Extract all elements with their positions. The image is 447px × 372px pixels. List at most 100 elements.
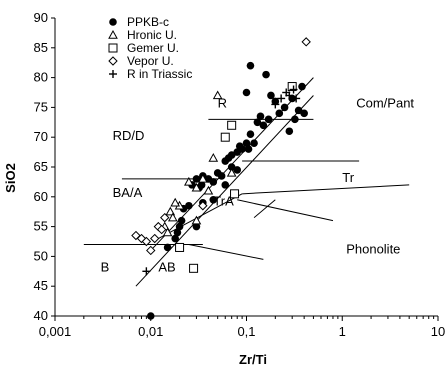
point-ppkb-c (253, 118, 262, 127)
x-tick-label: 0,1 (237, 324, 255, 339)
legend-marker-vepor-u (108, 56, 118, 66)
point-ppkb-c (246, 61, 255, 70)
y-tick-label: 50 (34, 248, 48, 263)
point-gemer-u (175, 242, 185, 252)
point-vepor-u (156, 224, 167, 235)
point-hronic-u (212, 90, 223, 100)
point-hronic-u (191, 215, 202, 225)
plot-axes: 40 45 50 55 60 65 70 75 80 85 90 0,001 0,01 0,1 1 10 (34, 10, 446, 339)
point-ppkb-c (177, 216, 186, 225)
point-ppkb-c (221, 181, 230, 189)
y-tick-label: 75 (34, 99, 48, 114)
legend-marker-hronic-u (108, 29, 118, 39)
field-boundary-line (158, 193, 243, 239)
legend-label: PPKB-c (127, 15, 169, 29)
region-label: RD/D (113, 128, 145, 143)
legend-marker-r-in-triassic (109, 70, 117, 78)
data-points (131, 37, 311, 320)
region-label: Tr (342, 170, 354, 185)
region-labels: R Com/Pant RD/D Tr BA/A TrA Phonolite B AB (101, 95, 415, 274)
point-ppkb-c (280, 103, 289, 112)
point-hronic-u (208, 153, 219, 162)
legend-label: Hronic U. (127, 28, 177, 42)
point-ppkb-c (171, 234, 179, 243)
y-tick-label: 55 (34, 219, 48, 234)
point-vepor-u (198, 201, 208, 211)
point-ppkb-c (244, 145, 253, 153)
field-boundary-line (253, 199, 276, 219)
point-ppkb-c (242, 88, 251, 97)
point-ppkb-c (185, 201, 193, 210)
point-ppkb-c (259, 121, 268, 130)
point-r-in-triassic (142, 267, 151, 276)
y-tick-label: 80 (34, 70, 48, 85)
point-r-in-triassic (292, 94, 301, 103)
point-r-in-triassic (271, 100, 280, 109)
region-label: B (101, 259, 110, 274)
point-r-in-triassic (285, 91, 294, 100)
point-hronic-u (167, 212, 178, 222)
y-tick-label: 60 (34, 189, 48, 204)
point-ppkb-c (227, 151, 236, 159)
point-ppkb-c (256, 112, 265, 121)
point-vepor-u (141, 236, 152, 247)
point-gemer-u (220, 132, 230, 142)
point-ppkb-c (291, 115, 299, 124)
point-ppkb-c (250, 139, 258, 147)
point-ppkb-c (146, 312, 155, 320)
region-label: R (218, 95, 227, 110)
y-tick-label: 70 (34, 129, 48, 144)
point-gemer-u (230, 189, 240, 199)
point-vepor-u (150, 233, 160, 244)
region-label: Com/Pant (356, 95, 414, 110)
y-tick-label: 85 (34, 40, 48, 55)
point-vepor-u (160, 212, 170, 223)
point-ppkb-c (192, 175, 201, 183)
region-label: TrA (213, 194, 234, 209)
point-ppkb-c (246, 130, 255, 139)
field-boundary-line (135, 95, 314, 287)
point-r-in-triassic (277, 94, 286, 103)
point-hronic-u (165, 206, 176, 216)
point-ppkb-c (209, 195, 218, 204)
field-boundary-line (242, 184, 410, 195)
point-hronic-u (226, 167, 237, 177)
legend-label: Vepor U. (127, 54, 174, 68)
field-boundary-line (188, 243, 264, 260)
point-ppkb-c (197, 181, 206, 189)
y-tick-label: 65 (34, 159, 48, 174)
x-tick-label: 0,001 (39, 324, 72, 339)
point-ppkb-c (285, 127, 294, 136)
point-ppkb-c (242, 139, 251, 147)
y-tick-label: 40 (34, 308, 48, 323)
point-ppkb-c (233, 166, 242, 174)
region-label: Phonolite (346, 241, 400, 256)
point-ppkb-c (175, 222, 184, 231)
point-ppkb-c (298, 82, 306, 91)
point-ppkb-c (300, 109, 308, 118)
point-hronic-u (191, 182, 202, 192)
point-ppkb-c (173, 228, 182, 237)
point-ppkb-c (275, 109, 284, 118)
legend-marker-gemer-u (108, 43, 118, 53)
x-tick-label: 10 (431, 324, 445, 339)
point-ppkb-c (227, 163, 236, 171)
point-ppkb-c (209, 178, 218, 186)
point-ppkb-c (262, 70, 270, 79)
point-hronic-u (184, 176, 194, 186)
x-tick-label: 1 (339, 324, 346, 339)
point-ppkb-c (264, 115, 273, 124)
point-gemer-u (227, 120, 237, 130)
point-ppkb-c (294, 106, 303, 115)
point-hronic-u (197, 173, 208, 183)
x-tick-label: 0,01 (138, 324, 163, 339)
legend-label: R in Triassic (127, 67, 192, 81)
point-r-in-triassic (289, 85, 298, 94)
point-ppkb-c (163, 243, 172, 252)
point-ppkb-c (238, 145, 246, 153)
point-vepor-u (301, 37, 311, 47)
point-hronic-u (162, 227, 173, 237)
region-label: AB (158, 259, 175, 274)
